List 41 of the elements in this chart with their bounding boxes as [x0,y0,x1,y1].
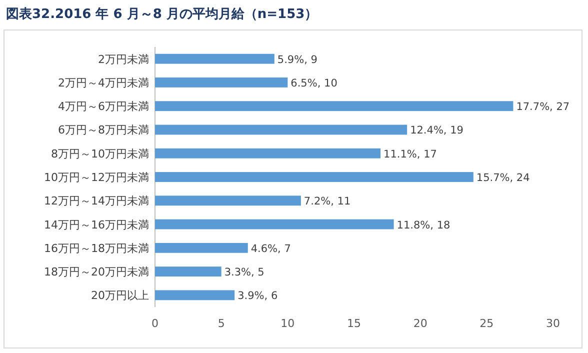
bar [155,77,288,88]
bar [155,242,248,253]
y-tick-label: 16万円～18万円未満 [44,242,149,255]
x-tick-label: 0 [152,317,158,330]
y-tick-label: 8万円～10万円未満 [51,147,149,160]
bar [155,290,235,300]
data-label: 12.4%, 19 [410,124,464,137]
data-label: 17.7%, 27 [516,101,570,114]
data-label: 6.5%, 10 [290,77,338,90]
y-tick-label: 18万円～20万円未満 [44,266,149,279]
bar [155,172,474,182]
bar [155,148,381,158]
y-tick-label: 12万円～14万円未満 [44,194,149,208]
data-label: 7.2%, 11 [304,196,351,208]
data-label: 15.7%, 24 [476,172,530,184]
x-tick-label: 20 [413,317,428,330]
chart-title: 図表32.2016 年 6 月～8 月の平均月給（n=153） [6,7,318,22]
data-label: 3.9%, 6 [238,290,278,302]
x-tick-label: 15 [347,317,361,330]
y-tick-label: 20万円以上 [91,289,149,302]
x-tick-label: 30 [546,317,560,330]
data-label: 3.3%, 5 [224,266,264,279]
data-label: 4.6%, 7 [250,242,291,255]
bar [155,124,408,135]
bar [155,54,274,64]
y-tick-label: 4万円～6万円未満 [58,100,149,114]
y-tick-label: 6万円～8万円未満 [58,124,149,137]
bar [155,219,394,230]
y-tick-label: 10万円～12万円未満 [44,171,149,184]
y-tick-label: 2万円未満 [98,52,149,66]
y-tick-label: 2万円～4万円未満 [58,76,149,90]
bar [155,266,222,277]
x-tick-label: 25 [480,317,494,330]
x-tick-label: 10 [280,317,295,330]
bar [155,101,514,112]
data-label: 11.1%, 17 [384,148,437,160]
data-label: 5.9%, 9 [277,54,318,66]
bar [155,196,301,206]
y-tick-label: 14万円～16万円未満 [44,218,149,232]
data-label: 11.8%, 18 [396,219,450,232]
x-tick-label: 5 [218,317,225,330]
